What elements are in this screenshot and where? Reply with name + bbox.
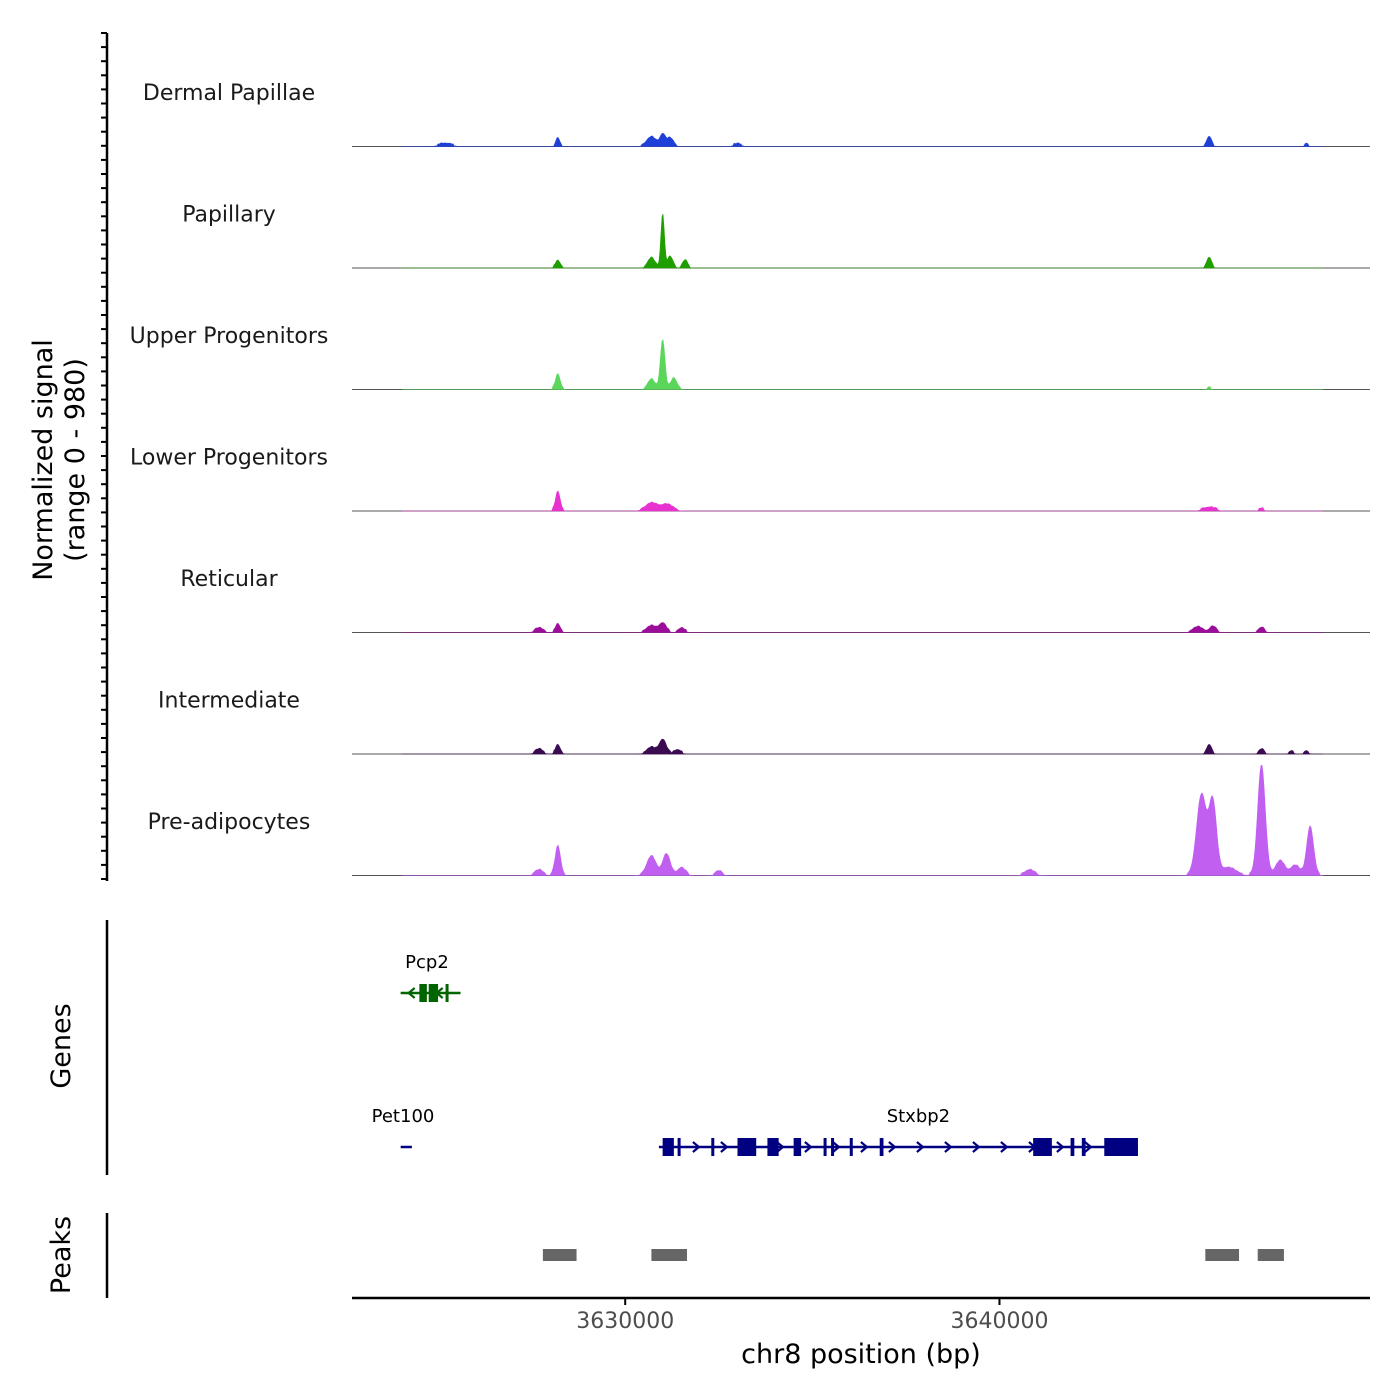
signal-y-axis — [101, 32, 109, 881]
strand-arrow-icon — [972, 1141, 981, 1153]
track-label: Lower Progenitors — [130, 446, 328, 471]
gene-label: Pcp2 — [405, 952, 449, 973]
exon-block — [767, 1138, 779, 1156]
peaks-axis-title: Peaks — [46, 1216, 77, 1294]
strand-arrow-icon — [916, 1141, 925, 1153]
x-axis-ticks: 3630000 3640000 — [576, 1298, 1048, 1334]
peak-region-bar — [1205, 1249, 1240, 1261]
peak-region-bar — [1257, 1249, 1284, 1261]
exon-block — [1033, 1138, 1052, 1156]
track-label: Papillary — [182, 203, 276, 228]
strand-arrow-icon — [804, 1141, 813, 1153]
track-label: Upper Progenitors — [130, 324, 329, 349]
gene-label: Pet100 — [372, 1106, 435, 1127]
track-pre-adipocytes: Pre-adipocytes — [148, 764, 1370, 876]
track-label: Pre-adipocytes — [148, 810, 311, 835]
exon-block — [1070, 1138, 1075, 1156]
gene-annotation-track: Pcp2 Pet100 Stxbp2 — [372, 952, 1138, 1156]
signal-area — [402, 214, 1323, 269]
exon-block — [793, 1138, 802, 1156]
peak-region-bar — [651, 1249, 687, 1261]
gene-label: Stxbp2 — [887, 1106, 950, 1127]
strand-arrow-icon — [720, 1141, 729, 1153]
track-lower-progenitors: Lower Progenitors — [130, 446, 1370, 512]
track-reticular: Reticular — [180, 567, 1370, 633]
track-label: Reticular — [180, 567, 278, 592]
exon-block — [831, 1138, 835, 1156]
track-dermal-papillae: Dermal Papillae — [143, 81, 1370, 147]
exon-block — [737, 1138, 757, 1156]
x-tick-label: 3640000 — [950, 1309, 1048, 1334]
signal-area — [402, 490, 1323, 512]
strand-arrow-icon — [406, 987, 416, 999]
exon-block — [879, 1138, 884, 1156]
signal-tracks: Dermal Papillae Papillary Upper Progenitor… — [130, 81, 1370, 876]
strand-arrow-icon — [944, 1141, 953, 1153]
track-upper-progenitors: Upper Progenitors — [130, 324, 1370, 390]
exon-block — [428, 984, 439, 1002]
exon-block — [1081, 1138, 1086, 1156]
x-axis-title: chr8 position (bp) — [741, 1339, 981, 1370]
signal-area — [402, 738, 1323, 755]
x-tick-label: 3630000 — [576, 1309, 674, 1334]
strand-arrow-icon — [860, 1141, 869, 1153]
exon-block — [419, 984, 427, 1002]
track-intermediate: Intermediate — [158, 689, 1370, 755]
exon-block — [677, 1138, 681, 1156]
track-label: Dermal Papillae — [143, 81, 315, 106]
genes-axis-title: Genes — [46, 1003, 77, 1088]
exon-block — [849, 1138, 853, 1156]
strand-arrow-icon — [1056, 1141, 1065, 1153]
strand-arrow-icon — [1084, 1141, 1093, 1153]
exon-block — [662, 1138, 674, 1156]
gene-pet100: Pet100 — [372, 1106, 435, 1149]
signal-area — [402, 339, 1323, 390]
y-axis-title-line1: Normalized signal — [28, 339, 59, 581]
exon-block — [711, 1138, 715, 1156]
signal-area — [402, 622, 1323, 633]
strand-arrow-icon — [776, 1141, 785, 1153]
track-papillary: Papillary — [182, 203, 1370, 269]
track-label: Intermediate — [158, 689, 300, 714]
signal-area — [402, 133, 1323, 147]
signal-area — [402, 764, 1324, 876]
exon-block — [1104, 1138, 1138, 1156]
strand-arrow-icon — [832, 1141, 841, 1153]
signal-y-axis-ticks — [101, 32, 107, 880]
peak-regions-track — [542, 1249, 1284, 1261]
strand-arrow-icon — [888, 1141, 897, 1153]
y-axis-title-line2: (range 0 - 980) — [60, 358, 91, 562]
peak-region-bar — [542, 1249, 577, 1261]
gene-pcp2: Pcp2 — [400, 952, 461, 1002]
exon-block — [823, 1138, 827, 1156]
gene-stxbp2: Stxbp2 — [658, 1106, 1138, 1156]
exon-block — [445, 984, 449, 1002]
strand-arrow-icon — [692, 1141, 701, 1153]
strand-arrow-icon — [1000, 1141, 1009, 1153]
